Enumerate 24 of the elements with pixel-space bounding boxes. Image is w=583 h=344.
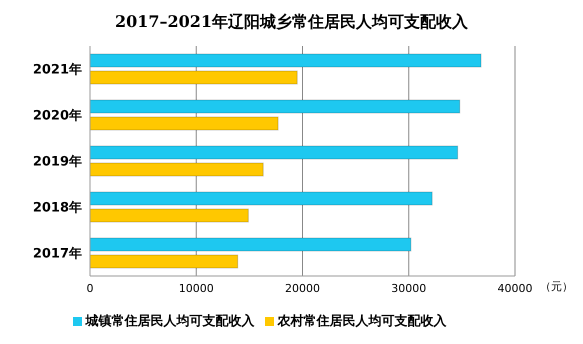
- bar: [90, 146, 458, 160]
- y-tick-label: 2018年: [32, 200, 82, 216]
- bar: [90, 208, 249, 222]
- bar: [90, 100, 460, 114]
- bar: [90, 192, 433, 206]
- y-tick-label: 2019年: [32, 154, 82, 170]
- bar: [90, 238, 412, 252]
- y-tick-label: 2017年: [32, 246, 82, 262]
- x-tick-label: 20000: [285, 282, 320, 295]
- bar: [90, 162, 264, 176]
- x-tick-label: 10000: [178, 282, 214, 295]
- bar: [90, 54, 482, 68]
- y-tick-label: 2021年: [32, 62, 82, 78]
- chart-title: 2017–2021年辽阳城乡常住居民人均可支配收入: [114, 11, 470, 33]
- bar: [90, 254, 238, 268]
- x-tick-label: 40000: [498, 282, 532, 295]
- x-axis-title: （元）: [540, 279, 573, 294]
- x-tick-label: 30000: [391, 282, 426, 295]
- y-tick-label: 2020年: [32, 108, 82, 124]
- legend-label: 城镇常住居民人均可支配收入: [86, 314, 254, 329]
- bar: [90, 116, 279, 130]
- x-tick-label: 0: [86, 282, 94, 295]
- legend-label: 农村常住居民人均可支配收入: [278, 314, 446, 329]
- bar: [90, 70, 298, 84]
